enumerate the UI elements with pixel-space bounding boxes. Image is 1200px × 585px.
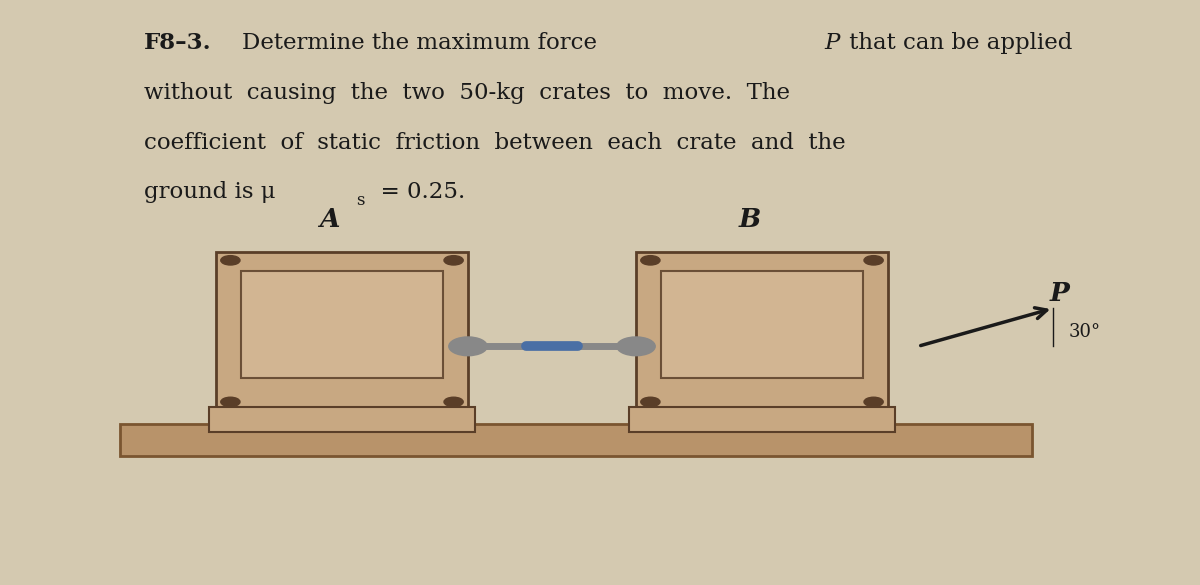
Circle shape — [864, 397, 883, 407]
Text: A: A — [319, 207, 340, 232]
Circle shape — [617, 337, 655, 356]
Circle shape — [221, 397, 240, 407]
Bar — [661, 270, 863, 378]
Bar — [636, 252, 888, 410]
Text: that can be applied: that can be applied — [842, 32, 1073, 54]
Text: 30°: 30° — [1069, 323, 1100, 340]
Circle shape — [641, 256, 660, 265]
Text: ground is μ: ground is μ — [144, 181, 276, 204]
Text: without  causing  the  two  50-kg  crates  to  move.  The: without causing the two 50-kg crates to … — [144, 82, 790, 104]
Text: P: P — [1049, 281, 1069, 306]
Circle shape — [444, 397, 463, 407]
Text: Determine the maximum force: Determine the maximum force — [242, 32, 605, 54]
Circle shape — [864, 256, 883, 265]
Bar — [209, 407, 475, 432]
Bar — [120, 424, 1032, 456]
Text: F8–3.: F8–3. — [144, 32, 211, 54]
Circle shape — [444, 256, 463, 265]
Circle shape — [221, 256, 240, 265]
Text: s: s — [356, 192, 365, 209]
Text: B: B — [738, 207, 761, 232]
Circle shape — [449, 337, 487, 356]
Bar — [629, 407, 895, 432]
Text: P: P — [824, 32, 840, 54]
Text: = 0.25.: = 0.25. — [376, 181, 464, 204]
Circle shape — [641, 397, 660, 407]
Text: coefficient  of  static  friction  between  each  crate  and  the: coefficient of static friction between e… — [144, 132, 846, 154]
Bar — [241, 270, 443, 378]
Bar — [216, 252, 468, 410]
